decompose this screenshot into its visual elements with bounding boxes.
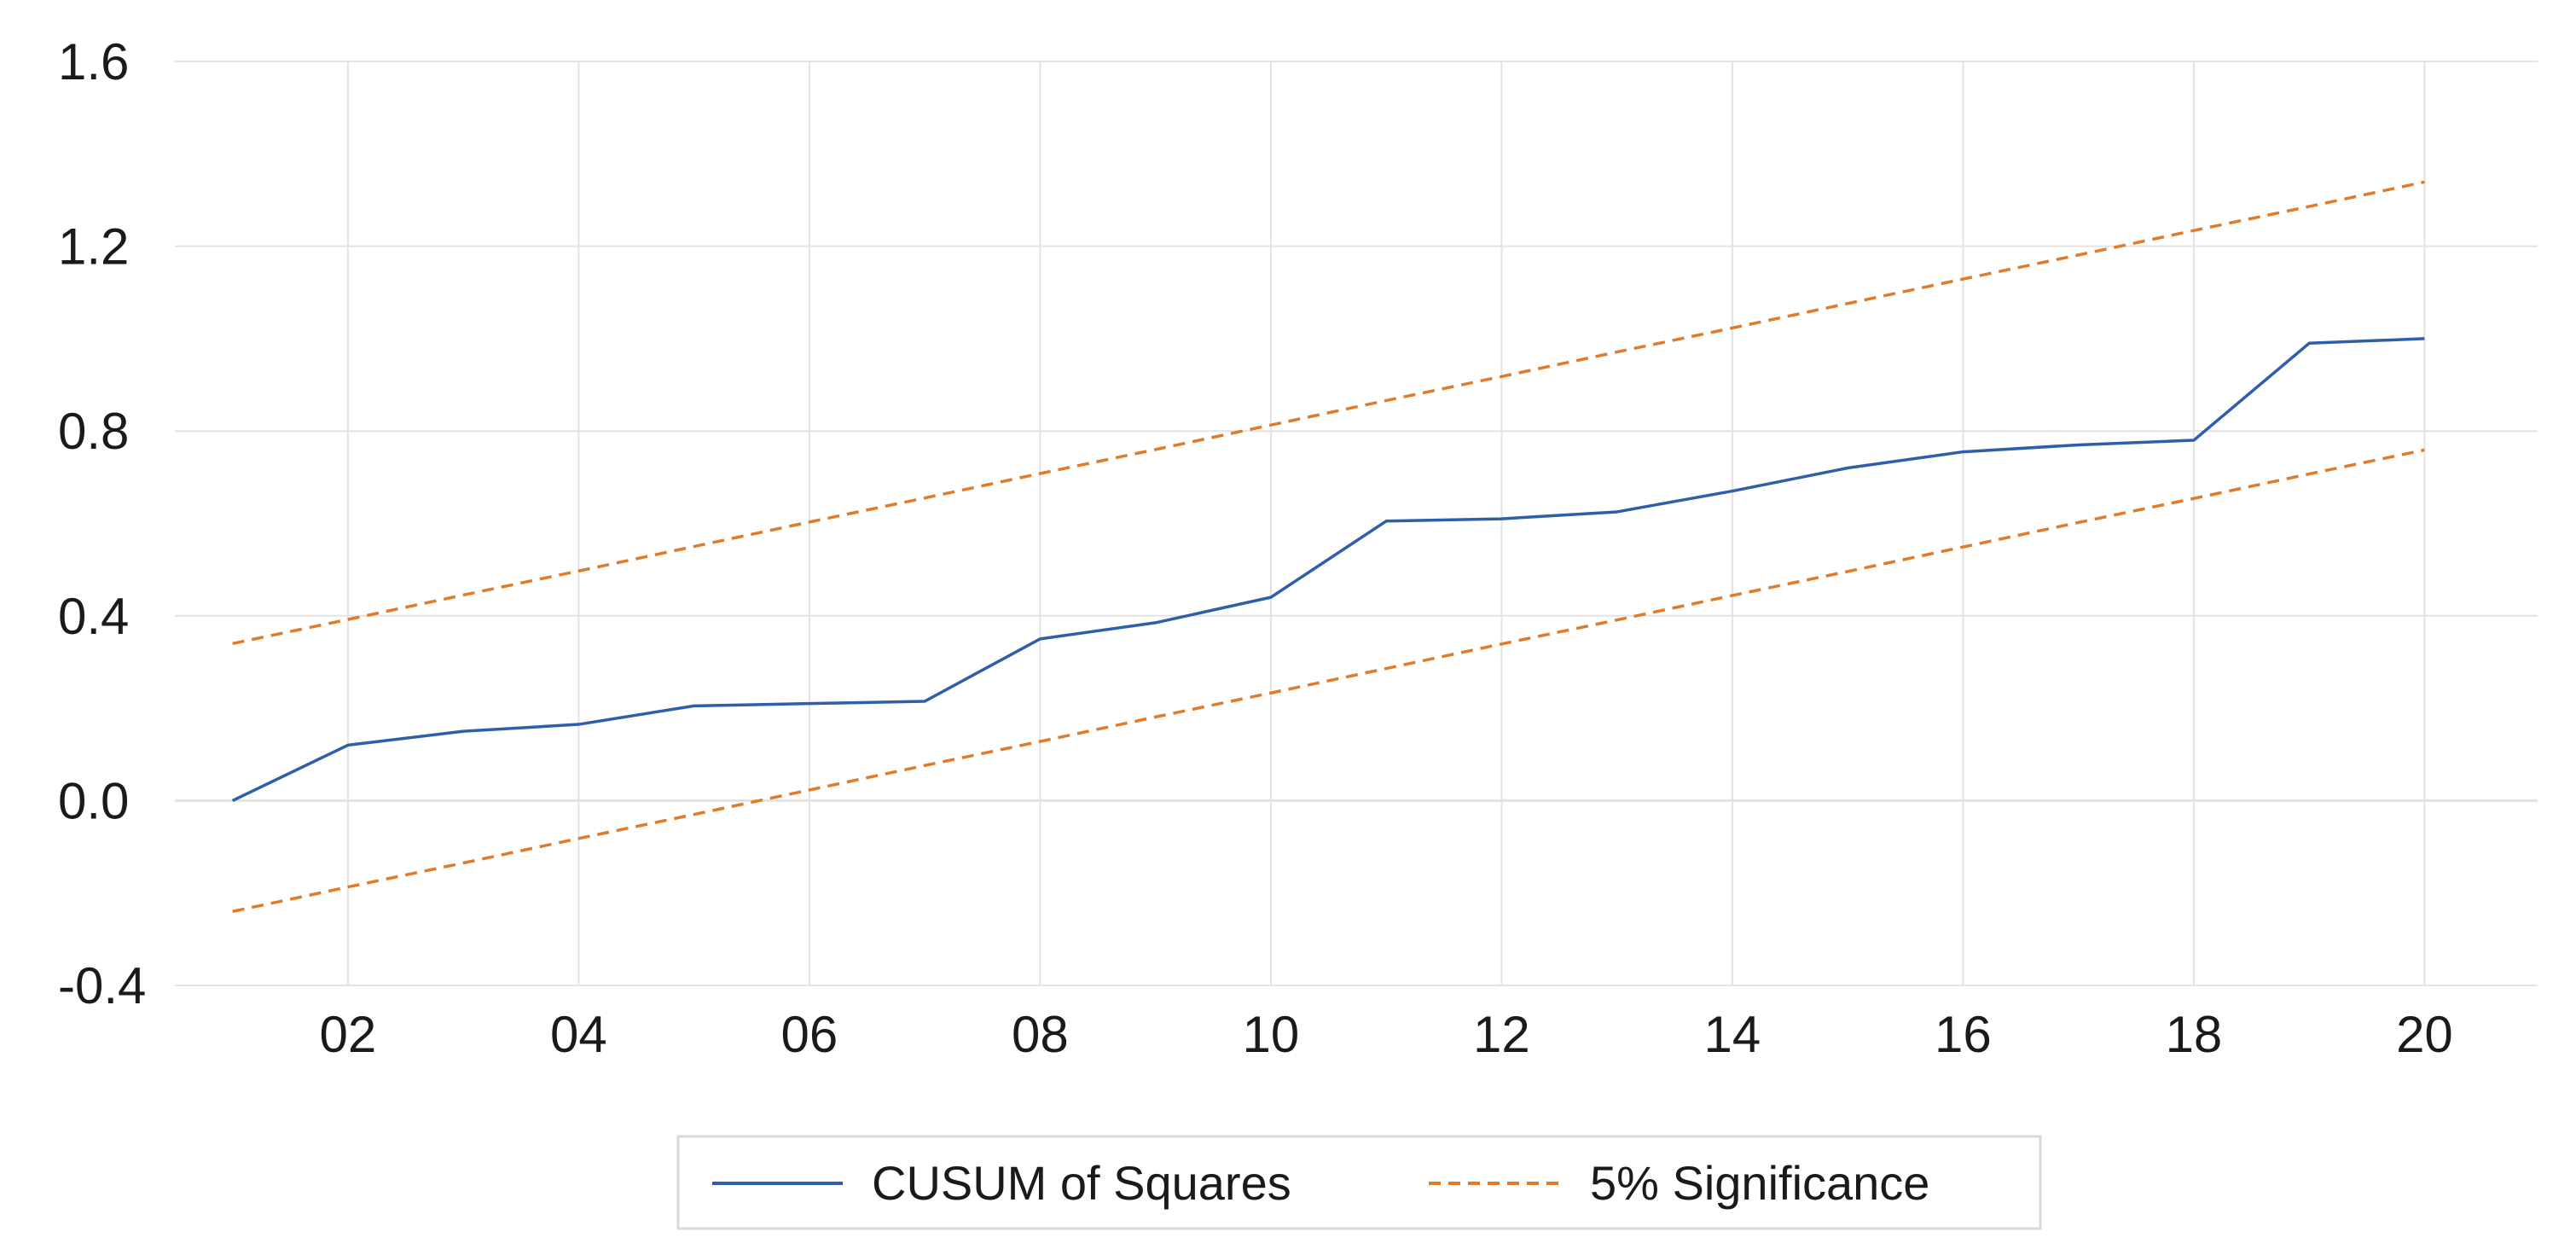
y-tick-label: 1.2 (58, 218, 129, 276)
y-tick-label: 0.8 (58, 403, 129, 460)
x-tick-label: 18 (2166, 1006, 2223, 1063)
x-tick-label: 16 (1935, 1006, 1992, 1063)
x-tick-label: 08 (1012, 1006, 1069, 1063)
y-tick-label: 0.0 (58, 772, 129, 829)
x-tick-label: 02 (320, 1006, 377, 1063)
grid-layer (175, 61, 2538, 986)
legend-box (676, 1135, 2042, 1230)
y-tick-label: 0.4 (58, 588, 129, 645)
y-tick-label: -0.4 (58, 957, 146, 1014)
x-tick-label: 04 (550, 1006, 607, 1063)
x-tick-label: 14 (1704, 1006, 1761, 1063)
series-layer (231, 180, 2425, 914)
series-line-significance-upper (232, 180, 2425, 646)
x-axis-ticks: 02 04 06 08 10 12 14 16 18 20 (320, 1006, 2453, 1063)
x-tick-label: 10 (1243, 1006, 1300, 1063)
y-tick-label: 1.6 (58, 33, 129, 90)
series-line-cusum (231, 337, 2425, 802)
legend-label-cusum: CUSUM of Squares (872, 1156, 1291, 1210)
x-tick-label: 20 (2396, 1006, 2453, 1063)
series-line-significance-lower (232, 448, 2425, 914)
legend: CUSUM of Squares 5% Significance (676, 1135, 2042, 1230)
y-axis-ticks: -0.4 0.0 0.4 0.8 1.2 1.6 (58, 33, 146, 1014)
x-tick-label: 06 (781, 1006, 838, 1063)
legend-label-significance: 5% Significance (1590, 1156, 1929, 1210)
x-tick-label: 12 (1473, 1006, 1530, 1063)
